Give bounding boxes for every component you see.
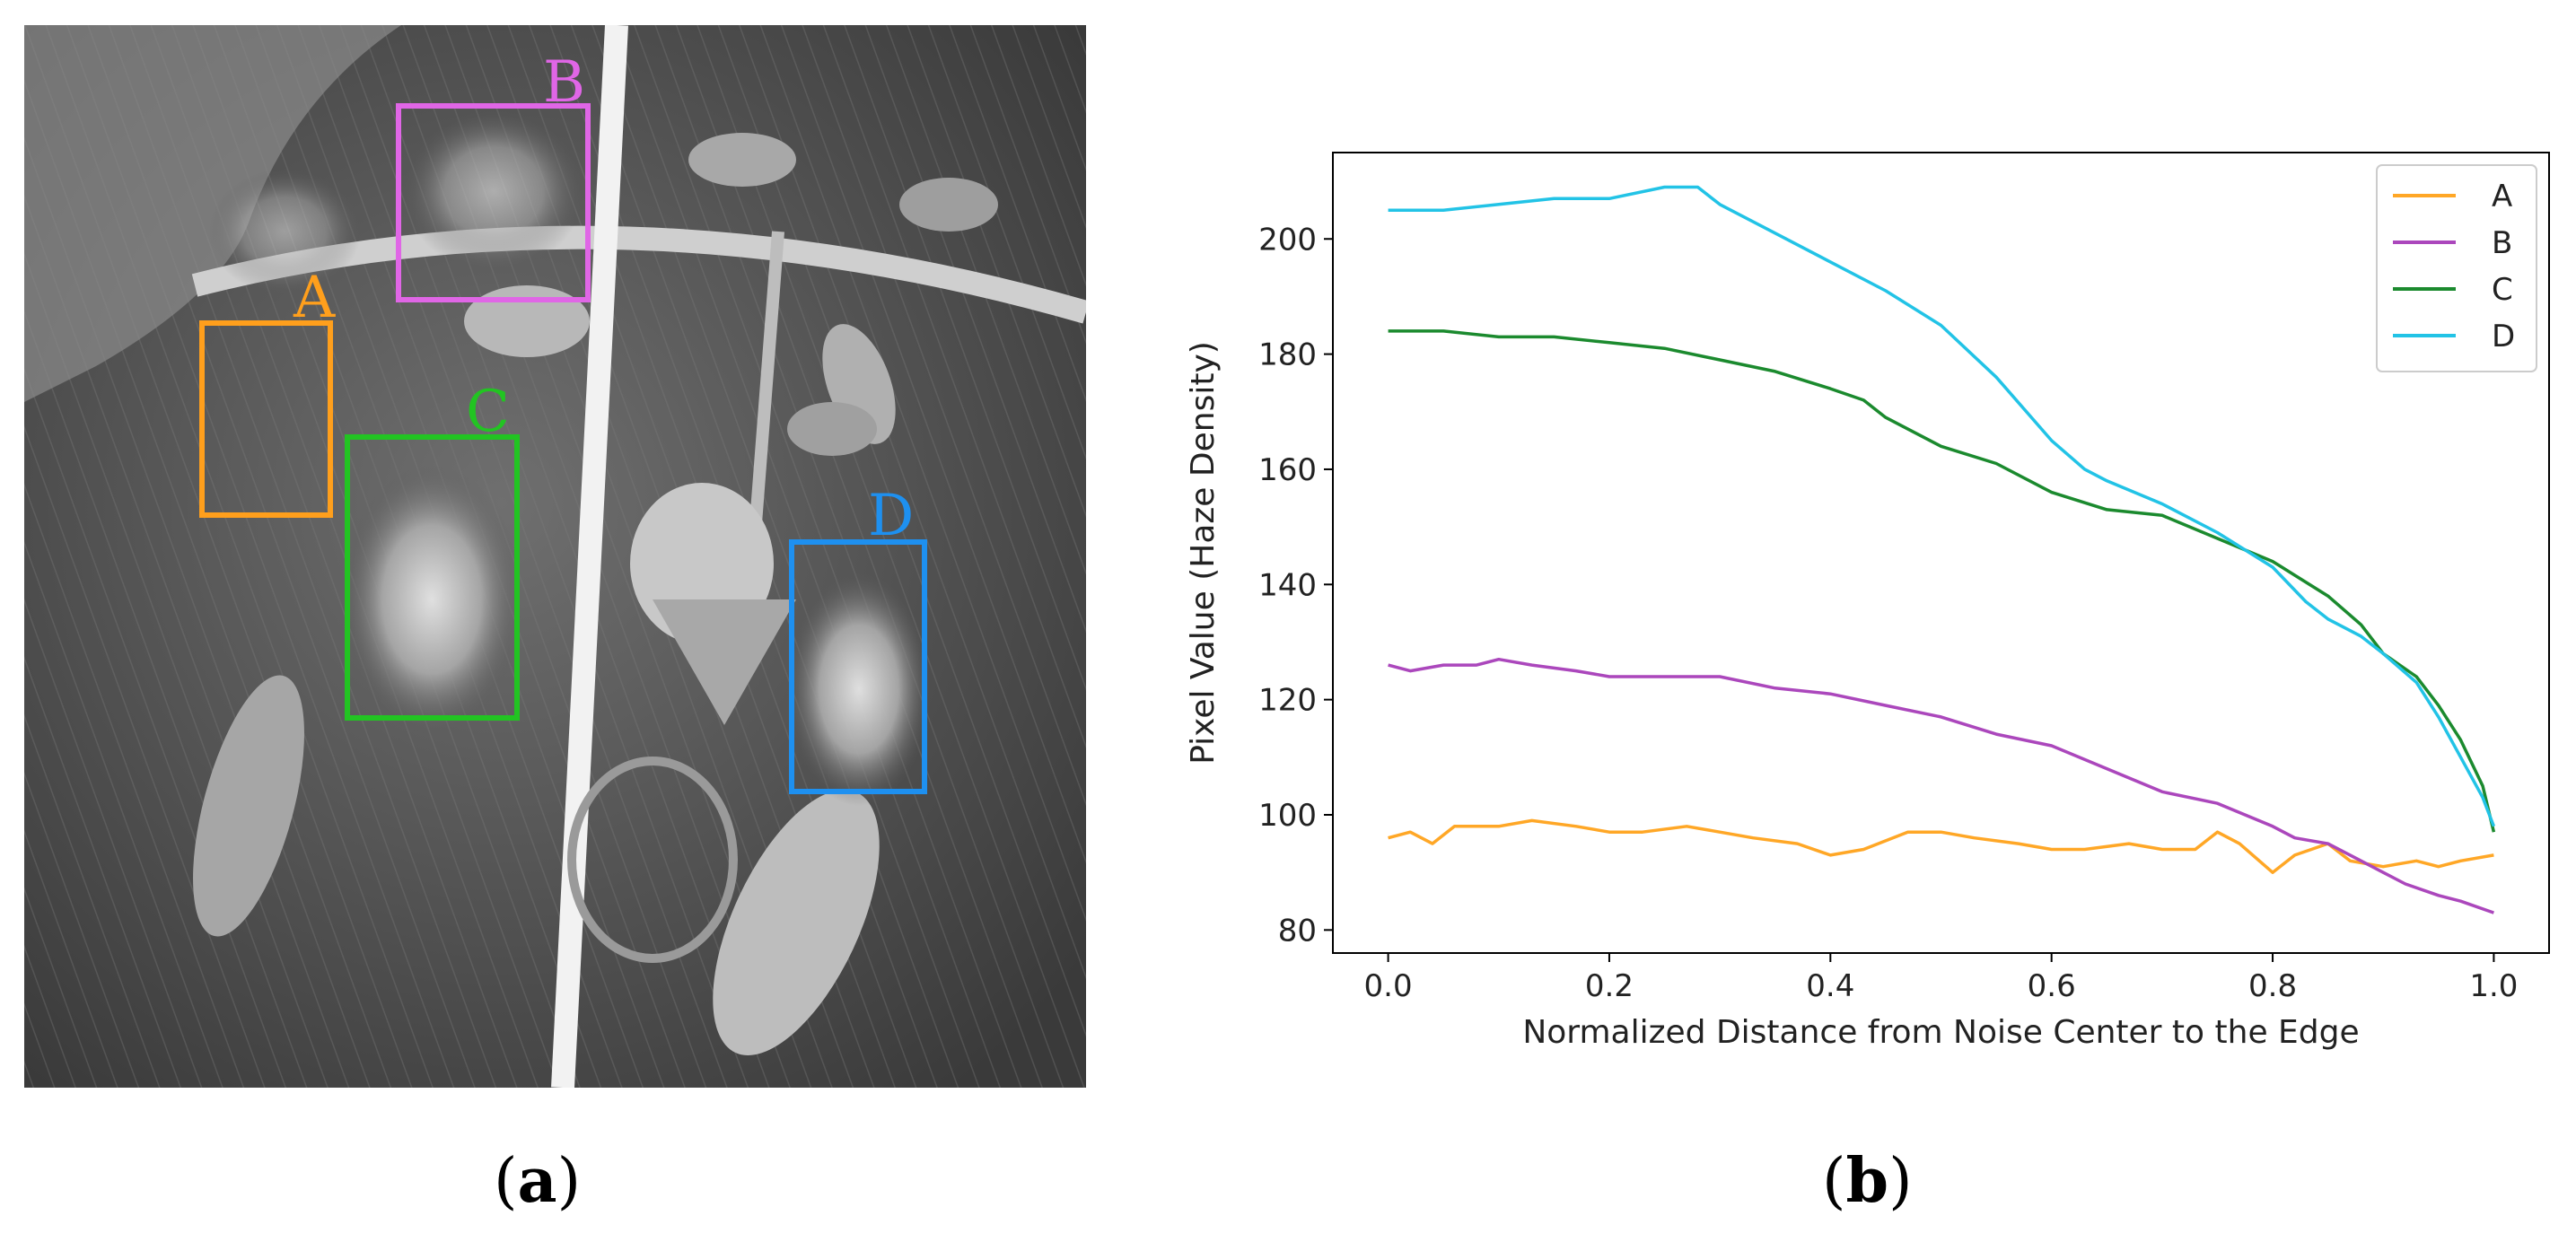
- box-label-d: D: [868, 483, 914, 549]
- y-axis-label: Pixel Value (Haze Density): [1185, 341, 1222, 765]
- legend-label-b: B: [2492, 225, 2512, 261]
- pig: [899, 178, 998, 232]
- y-tick-label: 180: [1258, 337, 1317, 373]
- box-label-a: A: [293, 265, 336, 331]
- feeder-bowl: [567, 757, 738, 963]
- y-tick-label: 120: [1258, 683, 1317, 719]
- pen-photo: A B C D: [24, 25, 1086, 1088]
- x-tick-label: 0.0: [1364, 968, 1413, 1004]
- y-tick-label: 160: [1258, 452, 1317, 488]
- legend-label-a: A: [2492, 179, 2512, 214]
- annotation-box-a: A: [199, 265, 336, 518]
- caption-b-letter: b: [1845, 1145, 1889, 1217]
- box-label-b: B: [543, 49, 585, 116]
- pig: [688, 133, 796, 187]
- haze-spot-a: [208, 169, 361, 294]
- haze-spot-b: [404, 110, 583, 272]
- haze-density-chart: 0.0 0.2 0.4 0.6 0.8 1.0 80 100 120 140 160 180 200 No…: [1185, 152, 2550, 1051]
- feeder-funnel: [653, 599, 796, 725]
- plot-frame: [1332, 152, 2550, 954]
- pig: [787, 402, 877, 456]
- cable-line: [551, 25, 628, 1088]
- y-tick-label: 200: [1258, 222, 1317, 258]
- annotation-box-c: C: [345, 379, 520, 721]
- x-tick-label: 1.0: [2469, 968, 2518, 1004]
- annotation-box-d: D: [789, 483, 927, 794]
- series-line-c: [1388, 329, 2496, 833]
- box-label-c: C: [466, 379, 510, 445]
- x-tick-label: 0.6: [2028, 968, 2076, 1004]
- series-line-d: [1388, 185, 2496, 827]
- x-tick-label: 0.2: [1585, 968, 1634, 1004]
- pig: [713, 790, 880, 1055]
- x-tick-label: 0.4: [1806, 968, 1854, 1004]
- caption-a-letter: a: [517, 1145, 557, 1217]
- legend-label-d: D: [2492, 319, 2515, 354]
- caption-b: (b): [1822, 1145, 1913, 1217]
- series-line-b: [1388, 657, 2494, 914]
- series-line-a: [1388, 818, 2494, 874]
- legend-frame: [2376, 164, 2537, 372]
- pig: [193, 675, 304, 937]
- x-tick-label: 0.8: [2248, 968, 2297, 1004]
- haze-spot-d: [787, 573, 931, 806]
- y-tick-label: 100: [1258, 798, 1317, 834]
- annotation-box-b: B: [396, 49, 591, 302]
- x-axis-label: Normalized Distance from Noise Center to…: [1522, 1014, 2359, 1051]
- haze-spot-c: [342, 465, 521, 734]
- y-tick-label: 140: [1258, 567, 1317, 603]
- pig: [464, 285, 590, 357]
- y-tick-label: 80: [1278, 913, 1317, 949]
- caption-a: (a): [494, 1145, 582, 1217]
- legend-label-c: C: [2492, 272, 2513, 308]
